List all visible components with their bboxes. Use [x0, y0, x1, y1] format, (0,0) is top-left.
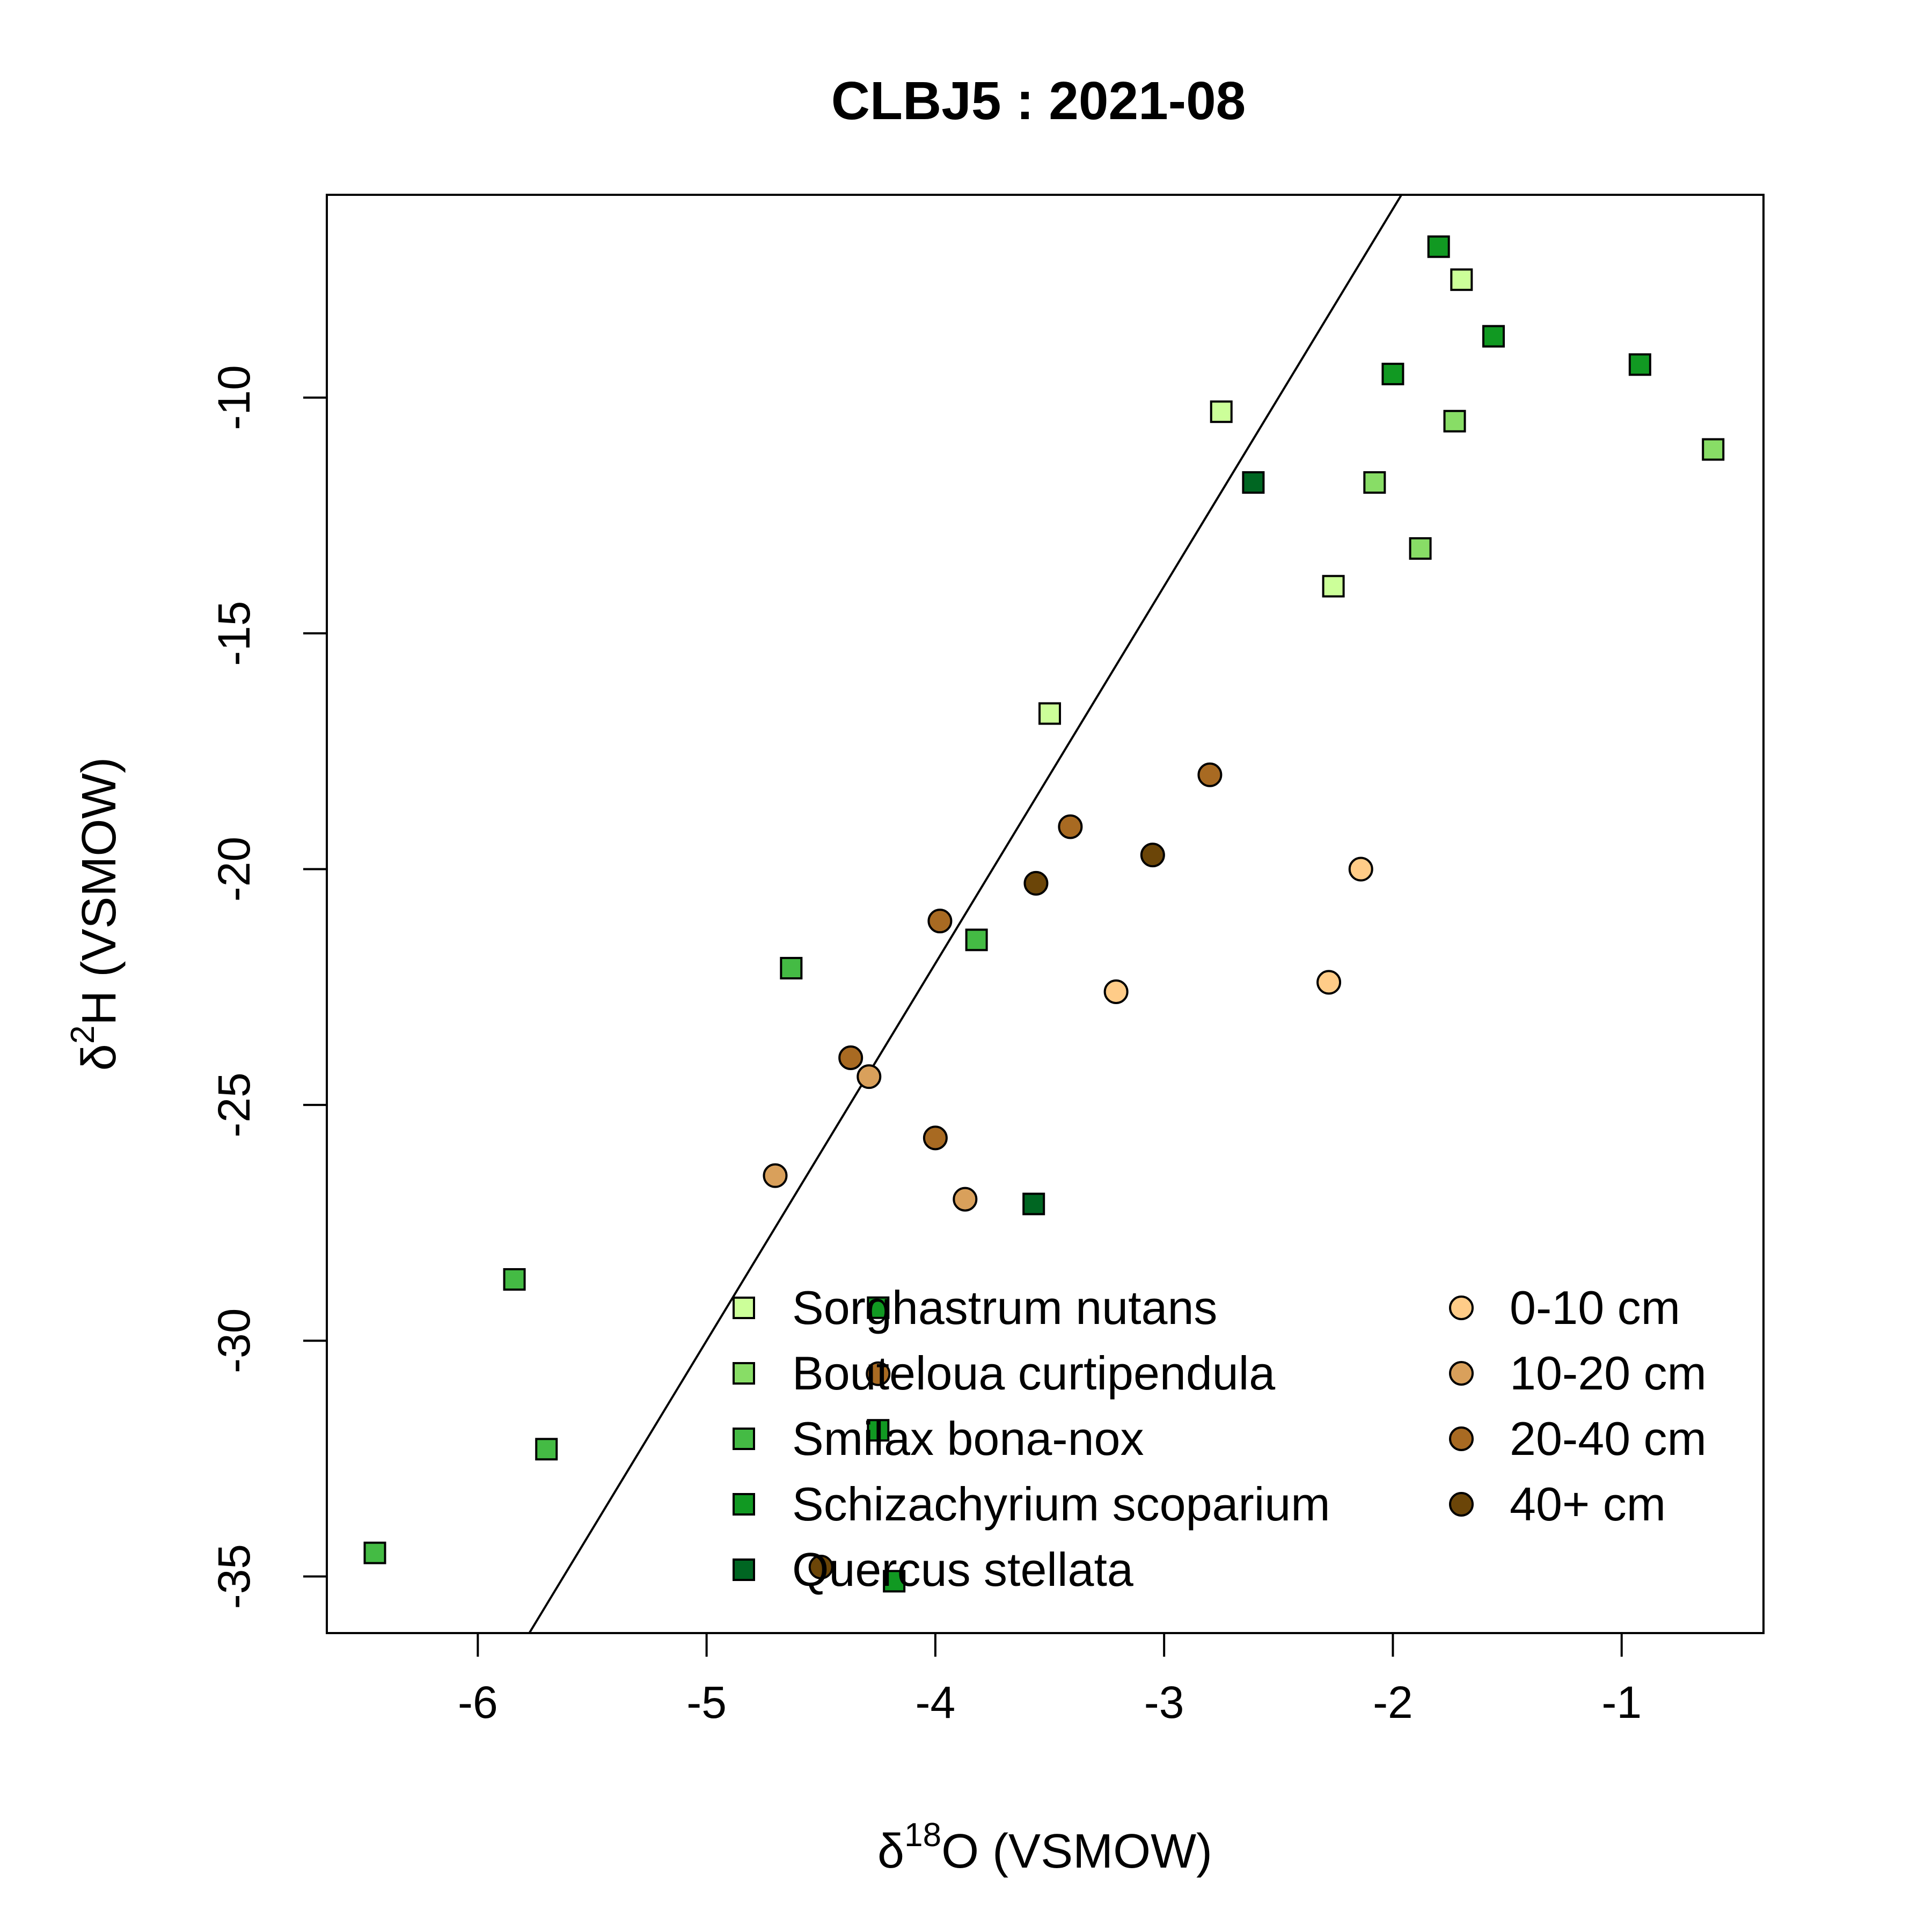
y-tick-label: -20	[209, 837, 259, 902]
legend-label: Sorghastrum nutans	[792, 1281, 1217, 1334]
data-point	[953, 1187, 978, 1212]
data-point	[1409, 537, 1432, 560]
data-point	[1242, 471, 1265, 494]
legend-label: Bouteloua curtipendula	[792, 1346, 1275, 1400]
x-tick-label: -5	[686, 1677, 727, 1728]
data-point	[1103, 979, 1129, 1004]
chart-title: CLBJ5 : 2021-08	[831, 71, 1246, 131]
data-point	[927, 909, 953, 934]
data-point	[1443, 409, 1466, 433]
data-point	[867, 1419, 890, 1442]
data-point	[1381, 362, 1404, 385]
data-point	[503, 1268, 526, 1291]
data-point	[857, 1064, 882, 1089]
data-point	[1427, 235, 1450, 258]
legend-marker	[733, 1428, 755, 1450]
data-point	[1022, 1192, 1045, 1216]
reference-line-layer	[528, 194, 1403, 1634]
data-point	[763, 1163, 788, 1188]
legend: Sorghastrum nutans Bouteloua curtipendula…	[733, 1281, 1707, 1596]
data-point	[1702, 438, 1725, 461]
data-point	[780, 957, 803, 980]
legend-marker	[733, 1558, 755, 1581]
legend-label: Schizachyrium scoparium	[792, 1477, 1330, 1531]
data-point	[535, 1438, 558, 1461]
legend-label: Smilax bona-nox	[792, 1412, 1144, 1465]
x-tick-label: -6	[458, 1677, 498, 1728]
data-point	[1363, 471, 1386, 494]
data-point	[1322, 575, 1345, 598]
legend-marker	[733, 1297, 755, 1319]
legend-label: 20-40 cm	[1510, 1412, 1707, 1465]
data-point	[1450, 268, 1473, 291]
x-tick-label: -2	[1373, 1677, 1413, 1728]
legend-marker	[1449, 1361, 1474, 1386]
legend-marker	[1449, 1492, 1474, 1517]
data-point	[1316, 970, 1342, 995]
x-tick-label: -1	[1601, 1677, 1642, 1728]
legend-marker	[1449, 1296, 1474, 1320]
data-point	[867, 1296, 890, 1319]
data-point	[1058, 814, 1083, 839]
reference-line	[528, 194, 1403, 1634]
data-points	[363, 235, 1725, 1593]
data-point	[1628, 353, 1651, 376]
y-axis: -35 -30 -25 -20 -15 -10	[209, 365, 328, 1609]
x-axis: -6 -5 -4 -3 -2 -1	[458, 1632, 1642, 1728]
data-point	[1482, 325, 1505, 348]
data-point	[883, 1570, 906, 1593]
y-tick-label: -15	[209, 601, 259, 665]
legend-marker	[733, 1362, 755, 1385]
data-point	[1210, 400, 1233, 423]
data-point	[1348, 857, 1373, 882]
legend-label: 10-20 cm	[1510, 1346, 1707, 1400]
legend-marker	[1449, 1426, 1474, 1451]
y-tick-label: -25	[209, 1072, 259, 1137]
y-tick-label: -10	[209, 365, 259, 430]
data-point	[923, 1125, 948, 1151]
data-point	[363, 1541, 386, 1564]
y-tick-label: -30	[209, 1308, 259, 1373]
data-point	[965, 928, 988, 952]
data-point	[1197, 762, 1223, 787]
data-point	[1038, 702, 1062, 725]
legend-label: 0-10 cm	[1510, 1281, 1680, 1334]
x-tick-label: -4	[916, 1677, 956, 1728]
x-axis-label: δ18O (VSMOW)	[877, 1817, 1212, 1878]
legend-marker	[733, 1493, 755, 1516]
data-point	[808, 1554, 833, 1579]
data-point	[838, 1045, 863, 1070]
data-point	[1140, 843, 1165, 868]
legend-label: 40+ cm	[1510, 1477, 1666, 1531]
y-tick-label: -35	[209, 1544, 259, 1609]
legend-label: Quercus stellata	[792, 1543, 1133, 1596]
data-point	[1023, 870, 1049, 896]
x-tick-label: -3	[1144, 1677, 1184, 1728]
y-axis-label: δ2H (VSMOW)	[64, 757, 126, 1071]
data-point	[866, 1361, 891, 1386]
